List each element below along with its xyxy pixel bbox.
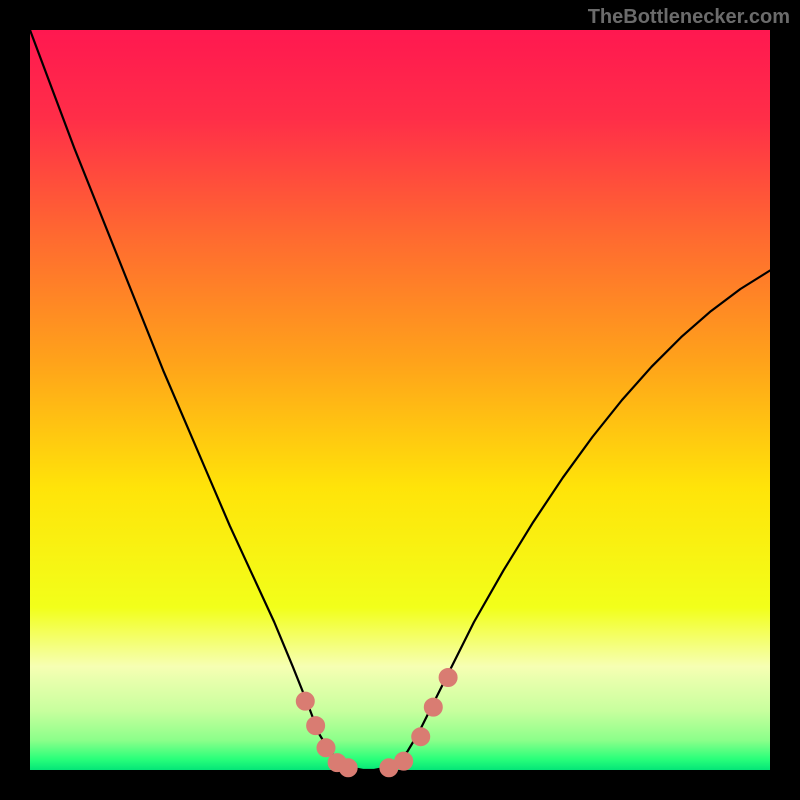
curve-marker [412,728,430,746]
plot-background [30,30,770,770]
plot-area [30,30,770,770]
curve-marker [307,717,325,735]
curve-marker [439,669,457,687]
chart-svg [30,30,770,770]
chart-outer-frame: TheBottlenecker.com [0,0,800,800]
watermark-label: TheBottlenecker.com [588,6,790,29]
curve-marker [339,759,357,777]
curve-marker [296,692,314,710]
curve-marker [395,752,413,770]
curve-marker [317,739,335,757]
curve-marker [424,698,442,716]
